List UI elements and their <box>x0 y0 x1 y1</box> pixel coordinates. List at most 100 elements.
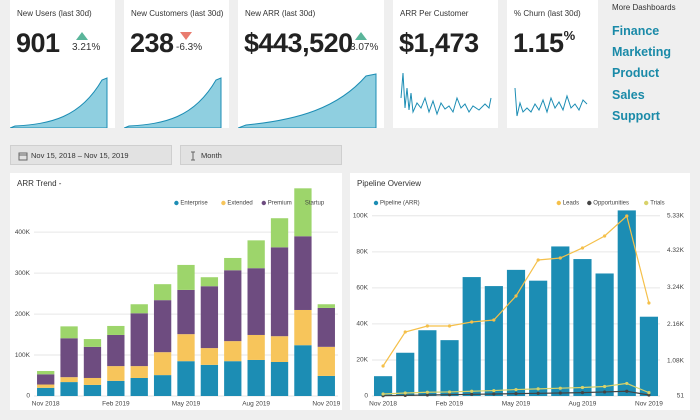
bar-segment <box>294 309 312 346</box>
x-tick-label: Nov 2018 <box>369 401 397 408</box>
y2-tick-label: 1.08K <box>667 358 685 365</box>
bar-segment <box>83 346 102 378</box>
bar-segment <box>130 377 148 396</box>
legend-label: Leads <box>563 201 579 207</box>
line-point <box>425 390 429 394</box>
bar-segment <box>247 334 265 360</box>
kpi-card: New Users (last 30d) 901 3.21% <box>10 0 115 128</box>
bar-segment <box>270 362 289 396</box>
y-tick-label: 400K <box>15 229 31 236</box>
kpi-value: 1.15% <box>513 28 575 59</box>
bar-segment <box>153 300 172 353</box>
bar-segment <box>200 348 219 365</box>
line-point <box>603 234 607 238</box>
kpi-card: New ARR (last 30d) $443,520 3.07% <box>238 0 384 128</box>
line-point <box>381 392 385 396</box>
bar-segment <box>83 339 102 347</box>
kpi-change: -6.3% <box>176 42 203 53</box>
bar-segment <box>153 375 172 396</box>
kpi-title: New ARR (last 30d) <box>245 9 316 18</box>
bar <box>506 269 526 396</box>
kpi-change: 3.07% <box>350 42 379 53</box>
x-tick-label: May 2019 <box>172 401 201 408</box>
line-point <box>580 385 585 390</box>
sparkline <box>514 87 588 117</box>
sparkline <box>10 77 108 128</box>
bar-segment <box>177 361 195 396</box>
y2-tick-label: 5.33K <box>667 213 685 220</box>
dashboard-link[interactable]: Support <box>612 109 660 123</box>
kpi-title: New Customers (last 30d) <box>131 9 224 18</box>
line-point <box>580 391 585 395</box>
line-point <box>381 364 385 368</box>
y-tick-label: 0 <box>364 393 368 400</box>
bar-segment <box>247 359 265 396</box>
line-point <box>647 301 651 305</box>
line-point <box>425 393 429 397</box>
y-tick-label: 80K <box>356 249 368 256</box>
line-point <box>558 386 562 390</box>
bar-segment <box>37 384 55 388</box>
kpi-value-number: 1.15 <box>513 28 564 58</box>
dashboard-link[interactable]: Product <box>612 66 660 80</box>
y-tick-label: 40K <box>356 321 368 328</box>
line-point <box>425 324 429 328</box>
bar <box>551 246 570 396</box>
dashboard-link[interactable]: Sales <box>612 88 645 102</box>
line-point <box>603 384 607 389</box>
bar-segment <box>60 338 78 378</box>
x-tick-label: May 2019 <box>502 401 531 408</box>
line-point <box>536 391 540 395</box>
bar <box>396 352 415 396</box>
x-tick-label: Feb 2019 <box>436 401 464 408</box>
line-point <box>514 387 518 392</box>
kpi-value: $443,520 <box>244 28 353 58</box>
line-point <box>403 393 407 397</box>
kpi-title: New Users (last 30d) <box>17 9 92 18</box>
bar-segment <box>200 364 219 396</box>
x-tick-label: Nov 2019 <box>635 401 663 408</box>
line-point <box>492 392 496 396</box>
line-point <box>625 214 629 218</box>
kpi-card: New Customers (last 30d) 238 -6.3% <box>124 0 229 128</box>
bar-segment <box>200 286 219 349</box>
bar-segment <box>317 346 335 376</box>
kpi-title: % Churn (last 30d) <box>514 9 581 18</box>
y-tick-label: 60K <box>356 285 368 292</box>
dashboard-link[interactable]: Marketing <box>612 45 672 59</box>
kpi-card: % Churn (last 30d) 1.15% <box>507 0 598 128</box>
sparkline <box>400 72 492 116</box>
bar-segment <box>270 247 289 337</box>
bar-segment <box>247 240 265 269</box>
line-point <box>625 381 629 386</box>
legend-swatch <box>587 200 592 206</box>
y-tick-label: 100K <box>353 213 369 220</box>
bar-segment <box>37 387 55 396</box>
granularity-filter[interactable]: Month <box>180 145 342 165</box>
legend-label: Extended <box>227 201 252 207</box>
dashboard-link[interactable]: Finance <box>612 24 660 38</box>
y-tick-label: 200K <box>15 311 31 318</box>
bar-segment <box>224 270 242 342</box>
line-point <box>470 389 474 393</box>
legend-swatch <box>298 200 304 206</box>
bar-segment <box>247 268 265 335</box>
y2-tick-label: 3.24K <box>667 284 685 291</box>
line-point <box>558 256 562 260</box>
bar-segment <box>60 326 78 339</box>
x-tick-label: Aug 2019 <box>242 401 270 408</box>
bar-segment <box>107 380 125 396</box>
line-point <box>447 324 452 328</box>
granularity-icon <box>191 151 195 161</box>
kpi-value: $1,473 <box>399 28 479 58</box>
bar-segment <box>270 218 289 248</box>
trend-arrow <box>355 32 367 40</box>
bar <box>484 286 503 396</box>
bar-segment <box>294 236 312 310</box>
line-point <box>470 320 474 324</box>
y-tick-label: 300K <box>15 270 31 277</box>
date-filter[interactable]: Nov 15, 2018 – Nov 15, 2019 <box>10 145 172 165</box>
kpi-unit: % <box>563 28 576 43</box>
legend-label: Trials <box>650 201 664 207</box>
